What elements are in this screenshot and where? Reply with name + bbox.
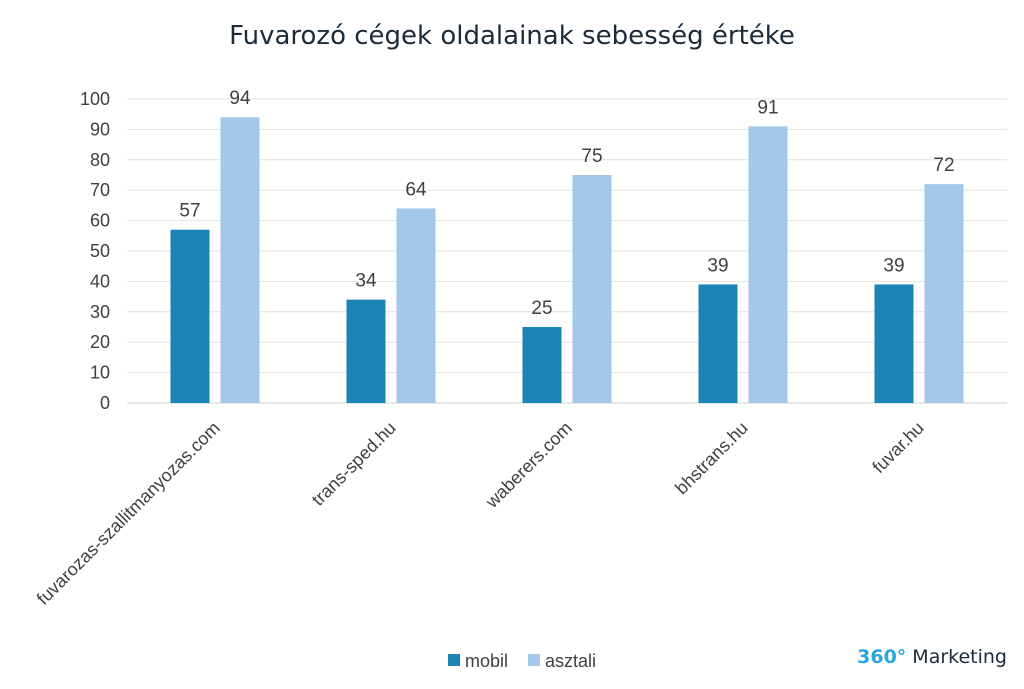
data-label: 64 [405, 179, 427, 200]
y-tick-label: 60 [90, 211, 110, 231]
y-tick-label: 50 [90, 241, 110, 261]
y-tick-label: 100 [80, 89, 110, 109]
brand-text: 360° Marketing [857, 646, 1007, 668]
grid [127, 98, 1007, 404]
legend-label-asztali: asztali [545, 651, 596, 671]
bar-asztali [220, 117, 260, 404]
legend-swatch-mobil [448, 654, 460, 666]
bar-mobil [346, 299, 386, 403]
data-label: 94 [229, 88, 251, 109]
data-labels: 57 94 34 64 25 75 39 91 39 72 [179, 88, 954, 319]
data-label: 39 [707, 255, 728, 276]
bar-mobil [698, 284, 738, 403]
bar-asztali [572, 175, 612, 403]
data-label: 57 [179, 201, 200, 222]
y-tick-label: 0 [100, 393, 110, 413]
x-tick-label: trans-sped.hu [308, 418, 400, 510]
brand-number: 360° [857, 646, 906, 668]
plot-area [170, 117, 964, 404]
y-tick-label: 10 [90, 363, 110, 383]
y-tick-label: 80 [90, 150, 110, 170]
data-label: 39 [883, 255, 904, 276]
x-tick-label: fuvar.hu [868, 418, 927, 477]
bar-mobil [874, 284, 914, 403]
chart-title: Fuvarozó cégek oldalainak sebesség érték… [229, 21, 795, 51]
data-label: 72 [933, 155, 954, 176]
data-label: 91 [757, 97, 778, 118]
data-label: 34 [355, 271, 377, 292]
bar-asztali [748, 126, 788, 404]
y-tick-label: 90 [90, 119, 110, 139]
bar-mobil [170, 229, 210, 403]
data-label: 75 [581, 146, 602, 167]
legend-label-mobil: mobil [465, 651, 508, 671]
y-tick-label: 20 [90, 332, 110, 352]
y-tick-label: 30 [90, 302, 110, 322]
legend: mobil asztali [448, 651, 596, 671]
x-tick-label: waberers.com [481, 418, 576, 513]
legend-swatch-asztali [528, 654, 540, 666]
y-axis: 0 10 20 30 40 50 60 70 80 90 100 [80, 89, 110, 413]
data-label: 25 [531, 298, 552, 319]
x-tick-label: bhstrans.hu [671, 418, 752, 499]
brand-word: Marketing [912, 646, 1007, 668]
brand-logo: 360° Marketing [857, 646, 1007, 668]
y-tick-label: 40 [90, 271, 110, 291]
y-tick-label: 70 [90, 180, 110, 200]
x-axis: fuvarozas-szallitmanyozas.com trans-sped.… [33, 418, 928, 609]
bar-asztali [396, 208, 436, 403]
bar-mobil [522, 327, 562, 403]
bar-asztali [924, 184, 964, 403]
x-tick-label: fuvarozas-szallitmanyozas.com [33, 418, 224, 609]
